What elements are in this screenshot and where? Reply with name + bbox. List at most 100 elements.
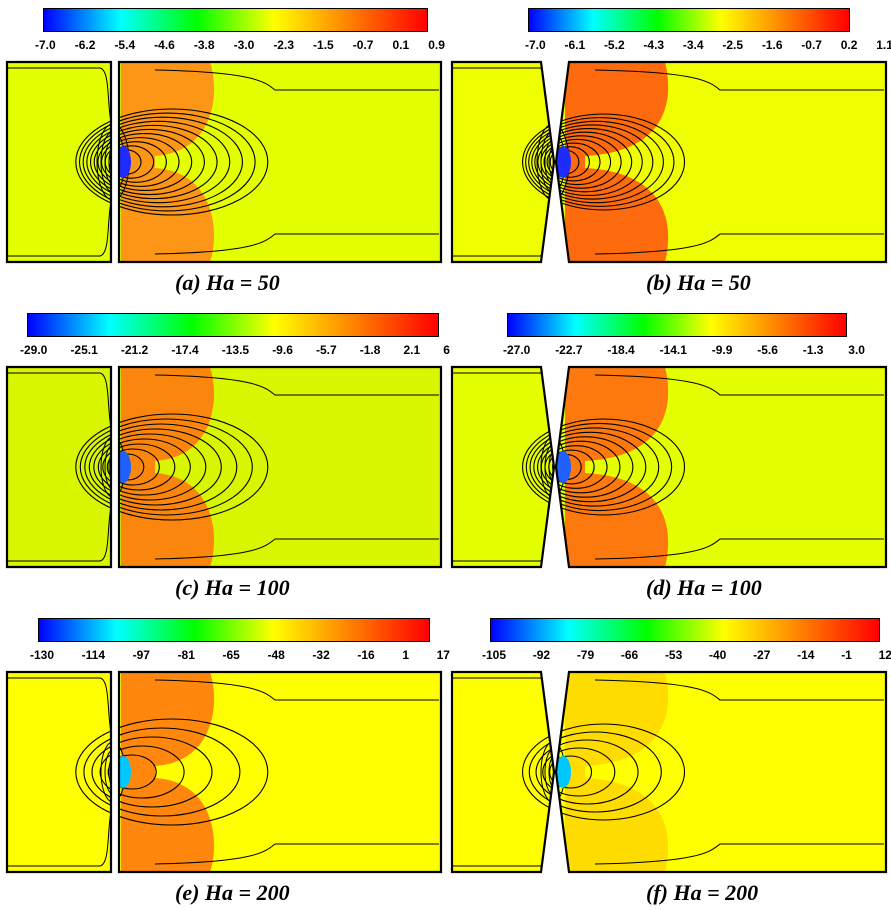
colorbar-a <box>43 8 428 32</box>
tick-label: -18.4 <box>607 343 635 357</box>
wall-gap <box>541 62 569 162</box>
colorbar-ticks-b: -7.0 -6.1 -5.2 -4.3 -3.4 -2.5 -1.6 -0.7 0.2 1.1 <box>525 38 891 52</box>
tick-label: -2.5 <box>722 38 744 52</box>
low-field-core <box>555 451 571 483</box>
contour-line <box>78 112 256 212</box>
tick-label: 0.9 <box>428 38 445 52</box>
wall-gap <box>541 162 569 262</box>
tick-label: -66 <box>620 648 639 662</box>
contour-line <box>82 116 243 208</box>
contour-line <box>79 418 253 516</box>
contour-line <box>594 538 884 560</box>
contour-line <box>154 679 439 701</box>
tick-label: -9.6 <box>272 343 293 357</box>
domain-outline <box>450 365 888 569</box>
field-background <box>452 367 886 567</box>
tick-label: -6.1 <box>564 38 586 52</box>
contour-line <box>535 739 639 805</box>
colorbar-d <box>507 313 847 337</box>
high-field-region <box>565 672 669 872</box>
contour-line <box>533 431 647 503</box>
contour-line <box>594 233 884 255</box>
tick-label: -2.3 <box>273 38 294 52</box>
contour-plot-a <box>5 60 443 264</box>
contour-line <box>101 137 180 187</box>
wall-gap <box>541 467 569 567</box>
contour-line <box>522 418 686 516</box>
tick-label: -7.0 <box>35 38 56 52</box>
contour-line <box>154 233 439 255</box>
contour-line <box>154 538 439 560</box>
wall-gap <box>111 367 119 567</box>
contour-plot-c <box>5 365 443 569</box>
tick-label: 2.1 <box>403 343 421 357</box>
contour-line <box>594 69 884 91</box>
field-background <box>7 62 441 262</box>
tick-label: -5.2 <box>603 38 625 52</box>
contour-line <box>75 413 269 521</box>
tick-label: -81 <box>177 648 195 662</box>
contour-line <box>594 843 884 865</box>
contour-line <box>534 127 643 197</box>
colorbar-c <box>27 313 439 337</box>
contour-line <box>88 428 222 506</box>
tick-label: -114 <box>81 648 105 662</box>
panel-e: -130 -114 -97 -81 -65 -48 -32 -16 1 17 (e) Ha = 20… <box>5 610 450 910</box>
field-background <box>7 672 441 872</box>
panel-b: -7.0 -6.1 -5.2 -4.3 -3.4 -2.5 -1.6 -0.7 0.2 1.1 (b… <box>450 0 891 300</box>
wall-gap <box>541 367 569 467</box>
tick-label: -48 <box>267 648 285 662</box>
field-background <box>452 62 886 262</box>
contour-line <box>525 422 673 512</box>
contour-line <box>528 120 664 204</box>
tick-label: 17 <box>436 648 450 662</box>
colorbar-ticks-e: -130 -114 -97 -81 -65 -48 -32 -16 1 17 <box>30 648 450 662</box>
wall-gap <box>111 62 119 262</box>
colorbar-ticks-a: -7.0 -6.2 -5.4 -4.6 -3.8 -3.0 -2.3 -1.5 -0.7 0.1 0… <box>35 38 445 52</box>
tick-label: -130 <box>30 648 55 662</box>
tick-label: 3.0 <box>848 343 865 357</box>
panel-c: -29.0 -25.1 -21.2 -17.4 -13.5 -9.6 -5.7 -1.8 2.1… <box>5 305 450 605</box>
tick-label: -0.7 <box>801 38 822 52</box>
contour-line <box>102 443 176 491</box>
panel-a: -7.0 -6.2 -5.4 -4.6 -3.8 -3.0 -2.3 -1.5 -0.7 0.1 0… <box>5 0 445 300</box>
contour-line <box>531 124 654 200</box>
colorbar-ticks-c: -29.0 -25.1 -21.2 -17.4 -13.5 -9.6 -5.7 -1.8 2.1… <box>20 343 450 357</box>
domain-outline <box>450 670 888 874</box>
tick-label: -5.6 <box>757 343 778 357</box>
tick-label: -13.5 <box>221 343 250 357</box>
contour-line <box>529 427 660 507</box>
contour-line <box>522 723 686 821</box>
tick-label: 12 <box>878 648 891 662</box>
panel-caption-c: (c) Ha = 100 <box>175 575 290 600</box>
tick-label: -1.3 <box>802 343 824 357</box>
tick-label: -14.1 <box>659 343 687 357</box>
tick-label: -27 <box>753 648 771 662</box>
tick-label: -6.2 <box>74 38 96 52</box>
low-field-core <box>555 146 571 178</box>
tick-label: -29.0 <box>20 343 48 357</box>
domain-outline <box>5 60 443 264</box>
contour-line <box>522 113 686 211</box>
panel-caption-b: (b) Ha = 50 <box>646 270 751 295</box>
contour-line <box>97 132 193 192</box>
colorbar-b <box>528 8 850 32</box>
tick-label: -21.2 <box>120 343 149 357</box>
contour-line <box>75 718 269 826</box>
contour-line <box>106 448 160 486</box>
contour-line <box>93 128 205 196</box>
low-field-core <box>555 756 571 788</box>
colorbar-f <box>490 618 880 642</box>
high-field-region <box>121 367 215 567</box>
contour-line <box>83 727 241 817</box>
tick-label: 0.1 <box>392 38 410 52</box>
tick-label: -7.0 <box>525 38 546 52</box>
tick-label: -97 <box>132 648 150 662</box>
tick-label: -40 <box>709 648 727 662</box>
contour-plot-b <box>450 60 888 264</box>
contour-line <box>594 679 884 701</box>
high-field-region <box>121 672 215 872</box>
contour-plot-d <box>450 365 888 569</box>
contour-line <box>86 120 231 204</box>
panel-f: -105 -92 -79 -66 -53 -40 -27 -14 -1 12 (f) Ha = 20… <box>450 610 891 910</box>
